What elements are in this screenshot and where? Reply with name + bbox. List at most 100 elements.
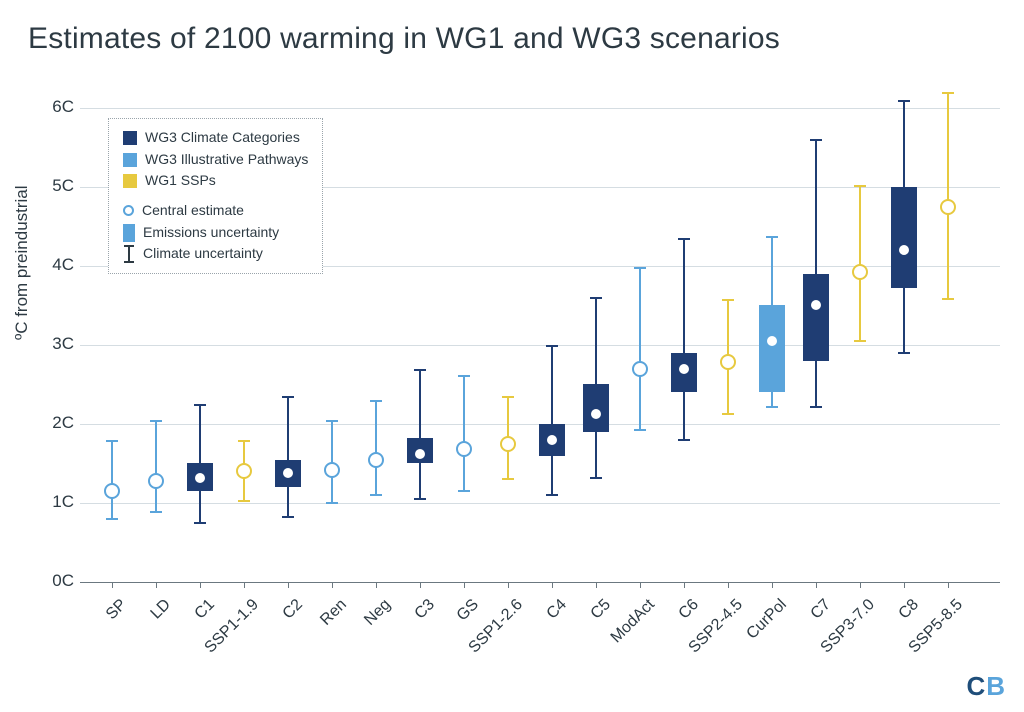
legend-label: WG3 Illustrative Pathways (145, 149, 308, 171)
central-circle (500, 436, 516, 452)
logo-part-1: C (966, 671, 986, 701)
whisker-cap-top (194, 404, 206, 406)
central-circle (456, 441, 472, 457)
central-circle (632, 361, 648, 377)
x-tick-mark (904, 582, 905, 588)
legend-marker-icon (123, 245, 135, 263)
ytick-label: 3C (34, 334, 74, 354)
emissions-box (759, 305, 785, 392)
central-circle (104, 483, 120, 499)
central-circle (148, 473, 164, 489)
x-tick-mark (464, 582, 465, 588)
central-circle (368, 452, 384, 468)
x-tick-mark (772, 582, 773, 588)
ytick-label: 1C (34, 492, 74, 512)
whisker-cap-top (502, 396, 514, 398)
whisker-line (419, 369, 421, 499)
whisker-cap-top (546, 345, 558, 347)
whisker-line (155, 420, 157, 512)
central-dot (415, 449, 425, 459)
whisker-cap-top (678, 238, 690, 240)
whisker-cap-bottom (810, 406, 822, 408)
central-circle (324, 462, 340, 478)
whisker-cap-bottom (238, 500, 250, 502)
legend-label: Emissions uncertainty (143, 222, 279, 244)
whisker-line (551, 345, 553, 495)
whisker-cap-top (942, 92, 954, 94)
x-tick-mark (860, 582, 861, 588)
x-tick-mark (816, 582, 817, 588)
gridline (80, 503, 1000, 504)
legend-marker-row: Emissions uncertainty (123, 222, 308, 244)
x-tick-mark (288, 582, 289, 588)
central-dot (283, 468, 293, 478)
whisker-line (287, 396, 289, 517)
central-dot (195, 473, 205, 483)
chart-container: Estimates of 2100 warming in WG1 and WG3… (0, 0, 1024, 712)
gridline (80, 345, 1000, 346)
x-tick-mark (420, 582, 421, 588)
ytick-label: 2C (34, 413, 74, 433)
whisker-line (947, 92, 949, 299)
whisker-cap-top (898, 100, 910, 102)
whisker-cap-top (150, 420, 162, 422)
x-tick-mark (948, 582, 949, 588)
x-tick-mark (332, 582, 333, 588)
whisker-cap-top (370, 400, 382, 402)
central-circle (852, 264, 868, 280)
ytick-label: 6C (34, 97, 74, 117)
whisker-cap-bottom (898, 352, 910, 354)
x-tick-mark (156, 582, 157, 588)
whisker-cap-bottom (414, 498, 426, 500)
central-dot (547, 435, 557, 445)
y-axis-label: ºC from preindustrial (12, 185, 32, 340)
whisker-line (859, 185, 861, 341)
legend-series-row: WG1 SSPs (123, 170, 308, 192)
whisker-cap-bottom (458, 490, 470, 492)
ytick-label: 0C (34, 571, 74, 591)
legend-label: WG1 SSPs (145, 170, 216, 192)
central-circle (720, 354, 736, 370)
central-dot (899, 245, 909, 255)
whisker-cap-top (810, 139, 822, 141)
legend-swatch (123, 153, 137, 167)
whisker-cap-bottom (766, 406, 778, 408)
whisker-cap-bottom (634, 429, 646, 431)
central-circle (940, 199, 956, 215)
legend-marker-row: Climate uncertainty (123, 243, 308, 265)
whisker-line (375, 400, 377, 495)
logo-cb: CB (966, 671, 1006, 702)
whisker-line (639, 267, 641, 430)
whisker-cap-top (854, 185, 866, 187)
x-tick-mark (552, 582, 553, 588)
whisker-cap-bottom (722, 413, 734, 415)
logo-part-2: B (986, 671, 1006, 701)
legend-series-row: WG3 Climate Categories (123, 127, 308, 149)
chart-title: Estimates of 2100 warming in WG1 and WG3… (28, 22, 780, 56)
whisker-cap-bottom (590, 477, 602, 479)
whisker-cap-top (458, 375, 470, 377)
whisker-cap-top (414, 369, 426, 371)
legend-swatch (123, 174, 137, 188)
whisker-cap-bottom (326, 502, 338, 504)
whisker-cap-bottom (282, 516, 294, 518)
x-tick-mark (640, 582, 641, 588)
x-tick-mark (508, 582, 509, 588)
x-tick-mark (596, 582, 597, 588)
x-tick-mark (376, 582, 377, 588)
central-dot (767, 336, 777, 346)
whisker-cap-bottom (546, 494, 558, 496)
ytick-label: 4C (34, 255, 74, 275)
whisker-cap-bottom (502, 478, 514, 480)
gridline (80, 582, 1000, 583)
whisker-cap-bottom (150, 511, 162, 513)
legend-label: WG3 Climate Categories (145, 127, 300, 149)
emissions-box (891, 187, 917, 288)
whisker-cap-top (722, 299, 734, 301)
whisker-line (463, 375, 465, 491)
legend-label: Climate uncertainty (143, 243, 263, 265)
whisker-cap-top (326, 420, 338, 422)
x-tick-mark (684, 582, 685, 588)
whisker-cap-bottom (678, 439, 690, 441)
whisker-line (683, 238, 685, 440)
